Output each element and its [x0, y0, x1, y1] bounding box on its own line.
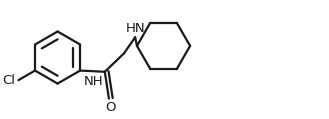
Text: HN: HN	[125, 22, 145, 35]
Text: Cl: Cl	[3, 74, 16, 87]
Text: NH: NH	[84, 75, 104, 88]
Text: O: O	[106, 101, 116, 114]
